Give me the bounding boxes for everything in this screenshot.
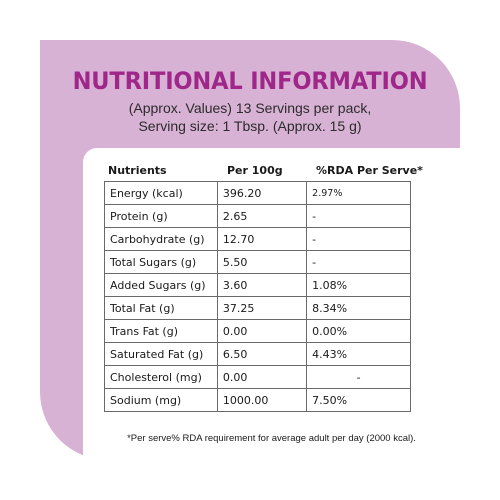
nutrient-name: Total Fat (g) — [104, 296, 218, 320]
nutrient-name: Sodium (mg) — [104, 388, 218, 412]
per-100g-value: 3.60 — [216, 273, 308, 297]
rda-value: - — [306, 204, 411, 228]
header-rda: %RDA Per Serve* — [316, 164, 423, 177]
per-100g-value: 12.70 — [216, 227, 308, 251]
table-row: Energy (kcal) 396.20 2.97% — [104, 181, 411, 205]
servings-info: (Approx. Values) 13 Servings per pack, — [128, 100, 372, 116]
table-row: Saturated Fat (g) 6.50 4.43% — [104, 342, 411, 366]
rda-value: - — [306, 227, 411, 251]
table-row: Added Sugars (g) 3.60 1.08% — [104, 273, 411, 297]
nutrient-name: Trans Fat (g) — [104, 319, 218, 343]
serving-size-info: Serving size: 1 Tbsp. (Approx. 15 g) — [138, 118, 362, 134]
rda-value: 8.34% — [306, 296, 411, 320]
per-100g-value: 396.20 — [216, 181, 308, 205]
table-row: Sodium (mg) 1000.00 7.50% — [104, 388, 411, 412]
table-row: Cholesterol (mg) 0.00 - — [104, 365, 411, 389]
per-100g-value: 2.65 — [216, 204, 308, 228]
footnote: *Per serve% RDA requirement for average … — [127, 433, 416, 444]
header-per-100g: Per 100g — [227, 164, 283, 177]
per-100g-value: 0.00 — [216, 319, 308, 343]
per-100g-value: 5.50 — [216, 250, 308, 274]
rda-value: 1.08% — [306, 273, 411, 297]
rda-value: 7.50% — [306, 388, 411, 412]
nutrient-name: Energy (kcal) — [104, 181, 218, 205]
nutrient-name: Protein (g) — [104, 204, 218, 228]
nutrient-name: Cholesterol (mg) — [104, 365, 218, 389]
rda-value: 0.00% — [306, 319, 411, 343]
nutrition-table: Energy (kcal) 396.20 2.97% Protein (g) 2… — [104, 181, 411, 412]
per-100g-value: 1000.00 — [216, 388, 308, 412]
table-row: Carbohydrate (g) 12.70 - — [104, 227, 411, 251]
rda-value: 2.97% — [306, 181, 411, 205]
nutrient-name: Added Sugars (g) — [104, 273, 218, 297]
rda-value: - — [306, 365, 411, 389]
nutrient-name: Saturated Fat (g) — [104, 342, 218, 366]
table-row: Protein (g) 2.65 - — [104, 204, 411, 228]
per-100g-value: 0.00 — [216, 365, 308, 389]
per-100g-value: 6.50 — [216, 342, 308, 366]
header-nutrients: Nutrients — [108, 164, 167, 177]
nutrient-name: Total Sugars (g) — [104, 250, 218, 274]
rda-value: - — [306, 250, 411, 274]
table-row: Total Sugars (g) 5.50 - — [104, 250, 411, 274]
rda-value: 4.43% — [306, 342, 411, 366]
page-title: NUTRITIONAL INFORMATION — [72, 67, 428, 95]
nutrient-name: Carbohydrate (g) — [104, 227, 218, 251]
per-100g-value: 37.25 — [216, 296, 308, 320]
table-row: Trans Fat (g) 0.00 0.00% — [104, 319, 411, 343]
table-row: Total Fat (g) 37.25 8.34% — [104, 296, 411, 320]
